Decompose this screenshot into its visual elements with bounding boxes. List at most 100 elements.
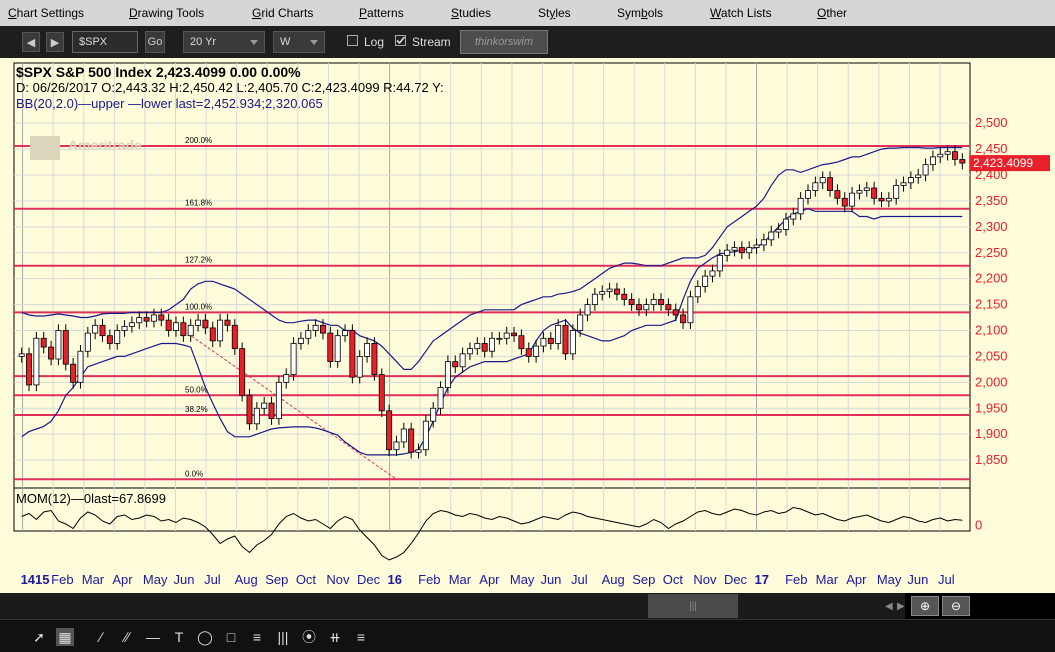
menu-item-studies[interactable]: Studies [451, 6, 492, 20]
menu-item-symbols[interactable]: Symbols [617, 6, 664, 20]
fan-icon[interactable]: ⧺ [329, 628, 341, 645]
drawing-toolbar: ➚ ▦ ∕ ∕∕ — T ◯ □ ≡ ||| ⦿ ⧺ ≡ [0, 619, 1055, 652]
candle-body [224, 319, 231, 326]
chart-scrollbar[interactable]: ||| ◀ ▶ ⊕ ⊖ [0, 593, 1055, 619]
candle-body [121, 325, 128, 331]
ohlc-line: D: 06/26/2017 O:2,443.32 H:2,450.42 L:2,… [16, 80, 444, 95]
zoom-in-button[interactable]: ⊕ [911, 596, 939, 616]
scroll-track[interactable] [0, 593, 905, 619]
candle-body [283, 374, 290, 383]
rectangle-icon[interactable]: □ [226, 629, 236, 645]
y-tick-label: 2,350 [975, 193, 1008, 208]
log-checkbox[interactable] [347, 35, 358, 46]
symbol-input[interactable]: $SPX [72, 31, 138, 53]
grid-lines-icon[interactable]: ≡ [356, 629, 366, 645]
x-tick-label: Jun [907, 572, 928, 587]
price-chart[interactable]: 2,5002,4502,4002,3502,3002,2502,2002,150… [0, 58, 1055, 593]
menu-item-styles[interactable]: Styles [538, 6, 571, 20]
candle-body [334, 335, 341, 363]
stream-checkbox[interactable] [395, 35, 406, 46]
menu-item-other[interactable]: Other [817, 6, 848, 20]
candle-body [158, 314, 165, 321]
fib-level-label: 100.0% [185, 302, 212, 311]
menu-item-patterns[interactable]: Patterns [359, 6, 404, 20]
candle-body [261, 402, 268, 409]
candle-body [834, 190, 841, 199]
x-tick-label: Oct [663, 572, 684, 587]
stream-label: Stream [412, 35, 451, 49]
cursor-icon[interactable]: ➚ [33, 628, 45, 645]
candle-body [922, 164, 929, 176]
x-tick-label: Sep [632, 572, 655, 587]
y-tick-label: 2,300 [975, 219, 1008, 234]
candle-body [231, 324, 238, 350]
next-symbol-button[interactable]: ▶ [46, 32, 64, 52]
chevron-down-icon [250, 40, 258, 45]
text-icon[interactable]: T [174, 629, 184, 645]
price-chart-area[interactable]: 2,500 2,450 2,400 2,350 2,300 2,250 2,200 2,150… [0, 58, 1055, 593]
candle-body [907, 177, 914, 184]
candle-body [680, 314, 687, 324]
candle-body [327, 332, 334, 363]
candle-body [217, 319, 224, 342]
momentum-line [21, 506, 963, 561]
spiral-icon[interactable]: ⦿ [302, 629, 316, 645]
go-button[interactable]: Go [145, 31, 165, 53]
symbol-quote-line: $SPX S&P 500 Index 2,423.4099 0.00 0.00% [16, 64, 301, 80]
crosshair-icon[interactable]: ▦ [56, 628, 74, 646]
candle-body [849, 192, 856, 207]
period-select[interactable]: 20 Yr [183, 31, 265, 53]
candle-body [481, 343, 488, 352]
candle-body [518, 335, 525, 350]
candle-body [893, 184, 900, 199]
x-tick-label: Sep [265, 572, 288, 587]
candle-body [496, 337, 503, 340]
x-tick-label: Jul [571, 572, 588, 587]
candle-body [768, 231, 775, 241]
chevron-down-icon [310, 40, 318, 45]
mom-zero-label: 0 [975, 518, 982, 533]
interval-select[interactable]: W [273, 31, 325, 53]
fibonacci-icon[interactable]: ≡ [252, 629, 262, 645]
candle-body [805, 190, 811, 199]
chart-frame [13, 62, 971, 532]
menu-item-drawing-tools[interactable]: Drawing Tools [129, 6, 205, 20]
horizontal-line-icon[interactable]: — [146, 629, 160, 645]
candle-body [672, 309, 679, 316]
bollinger-lower-line [21, 208, 963, 456]
scroll-thumb[interactable]: ||| [648, 594, 738, 618]
candle-body [636, 304, 642, 311]
y-tick-label: 2,450 [975, 141, 1008, 156]
menu-item-watch-lists[interactable]: Watch Lists [710, 6, 772, 20]
x-tick-label: Aug [235, 572, 258, 587]
fib-anchor-line [183, 330, 397, 480]
candle-body [70, 363, 77, 383]
menu-item-chart-settings[interactable]: Chart Settings [8, 6, 85, 20]
candle-body [466, 348, 473, 355]
scroll-left-icon[interactable]: ◀ [885, 601, 893, 612]
candle-body [812, 182, 819, 191]
y-tick-label: 2,150 [975, 297, 1008, 312]
menu-item-grid-charts[interactable]: Grid Charts [252, 6, 314, 20]
trendline-icon[interactable]: ∕ [99, 629, 103, 645]
candle-body [665, 304, 672, 311]
candle-body [430, 407, 437, 422]
gann-icon[interactable]: ||| [277, 629, 289, 645]
mom-legend: MOM(12)—0last=67.8699 [16, 491, 166, 506]
candle-body [606, 288, 613, 293]
scroll-right-icon[interactable]: ▶ [897, 601, 905, 612]
candle-body [952, 151, 958, 160]
x-tick-label: May [510, 572, 535, 587]
candle-body [452, 361, 459, 368]
candle-body [173, 322, 179, 331]
zoom-out-button[interactable]: ⊖ [942, 596, 970, 616]
candle-body [371, 343, 378, 375]
prev-symbol-button[interactable]: ◀ [22, 32, 40, 52]
candle-body [503, 332, 510, 339]
x-tick-label: 1415 [21, 572, 50, 587]
channel-icon[interactable]: ∕∕ [124, 629, 130, 645]
period-select-value: 20 Yr [190, 36, 217, 48]
candle-body [753, 244, 760, 248]
ellipse-icon[interactable]: ◯ [197, 628, 213, 645]
x-tick-label: Apr [112, 572, 133, 587]
